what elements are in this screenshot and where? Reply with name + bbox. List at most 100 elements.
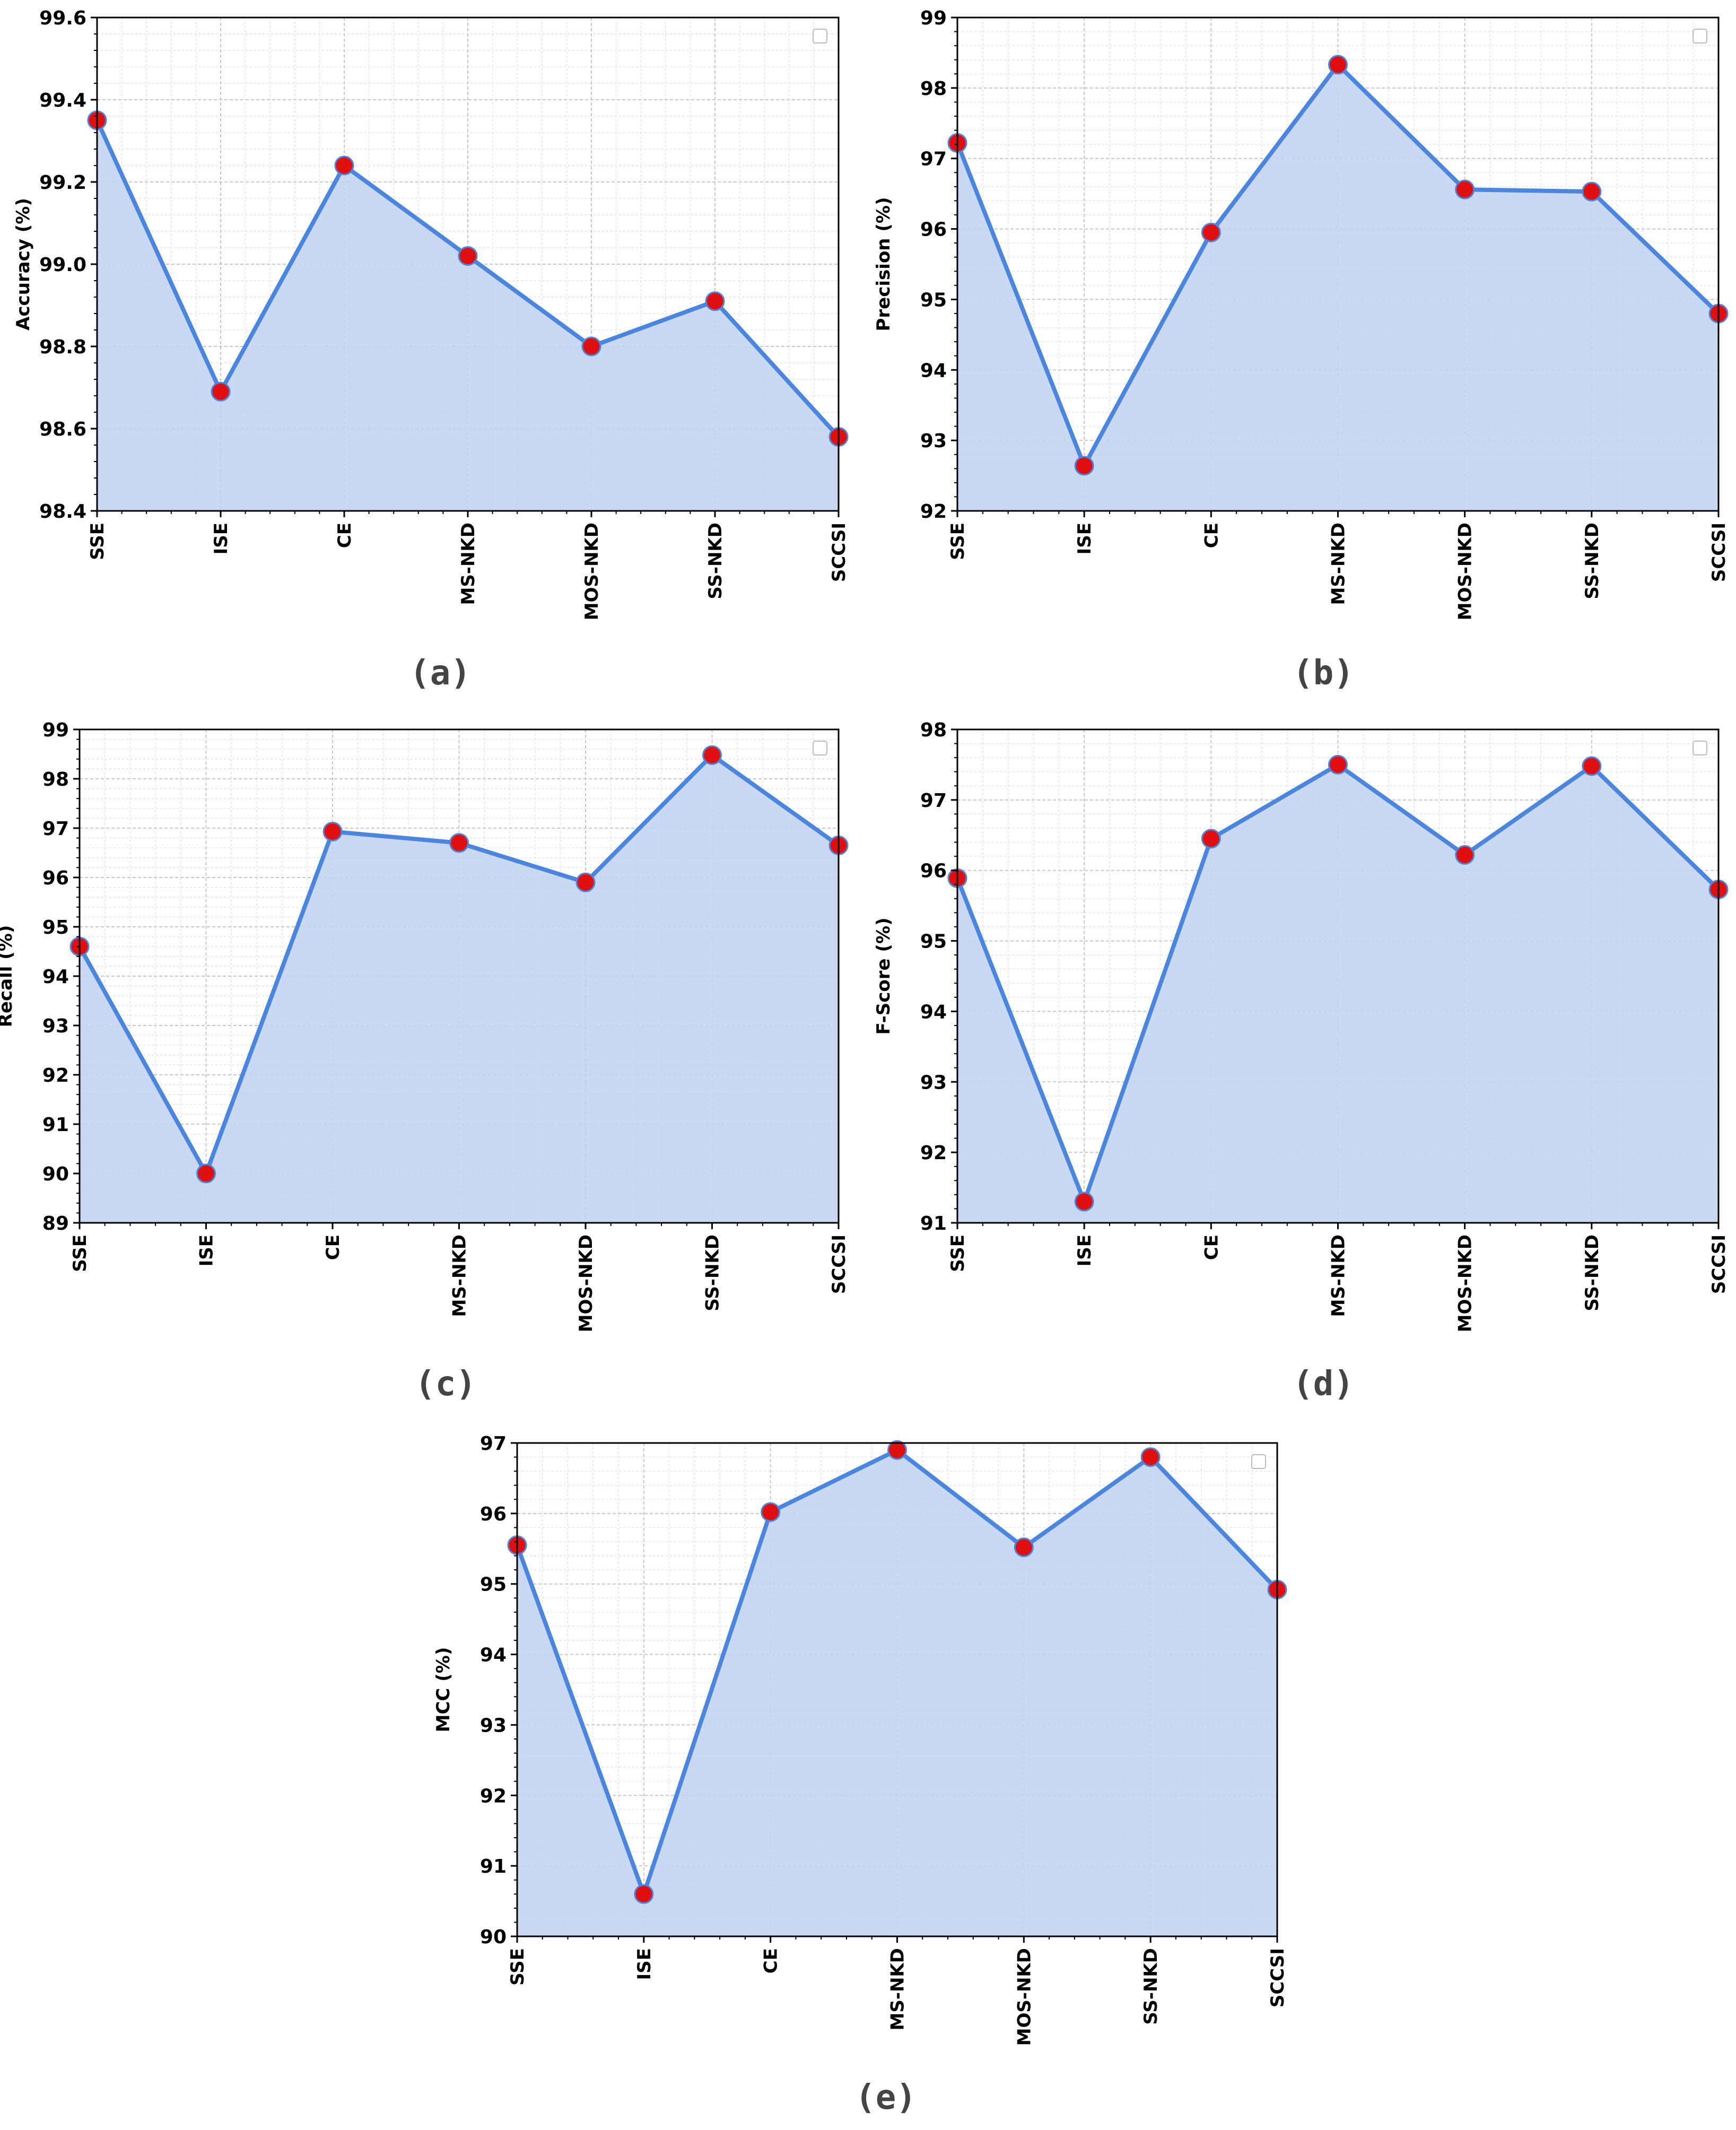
x-tick-label: CE — [761, 1948, 782, 1973]
x-tick-label: ISE — [211, 523, 232, 554]
data-point-mos-nkd — [581, 336, 601, 357]
x-tick-label: MS-NKD — [887, 1948, 909, 2030]
y-axis-title: F-Score (%) — [873, 917, 894, 1034]
x-tick-label: SCCSI — [1708, 1234, 1730, 1294]
data-point-ise — [211, 381, 231, 402]
y-axis-title: Recall (%) — [0, 925, 16, 1028]
x-tick-label: ISE — [1074, 1234, 1095, 1266]
area-fill — [80, 755, 839, 1223]
y-tick-label: 98.4 — [39, 501, 86, 523]
x-tick-label: SSE — [947, 523, 969, 560]
x-tick-label: CE — [1201, 1234, 1222, 1260]
y-tick-label: 98 — [920, 719, 947, 741]
x-tick-label: CE — [334, 523, 355, 548]
data-point-ise — [1074, 1192, 1094, 1212]
x-tick-label: MOS-NKD — [575, 1234, 597, 1332]
data-point-mos-nkd — [1455, 179, 1475, 199]
y-tick-label: 91 — [480, 1856, 507, 1877]
y-tick-label: 91 — [920, 1213, 947, 1234]
x-tick-label: MS-NKD — [1328, 523, 1349, 605]
panel-label: (e) — [855, 2078, 917, 2117]
y-tick-label: 93 — [480, 1715, 507, 1736]
y-tick-label: 98.6 — [39, 419, 86, 440]
x-tick-label: SSE — [69, 1234, 91, 1272]
chart-panel-a: 98.4 98.6 98.8 99.0 99.2 99.4 99.6 SSE ISE CE MS-N… — [13, 7, 850, 693]
y-axis-title: Precision (%) — [873, 197, 894, 332]
x-tick-label: SS-NKD — [1140, 1948, 1162, 2025]
y-tick-label: 94 — [920, 360, 947, 381]
data-point-ise — [196, 1163, 216, 1184]
y-tick-label: 90 — [42, 1163, 69, 1185]
legend-box — [1693, 29, 1707, 44]
data-point-ms-nkd — [449, 833, 469, 853]
data-point-ss-nkd — [1582, 756, 1602, 776]
chart-panel-c: 89 90 91 92 93 94 95 96 97 98 99 SSE ISE CE MS-NKD MOS-… — [0, 719, 850, 1404]
y-tick-label: 96 — [920, 860, 947, 882]
data-point-mos-nkd — [575, 872, 596, 892]
panel-label: (d) — [1293, 1364, 1354, 1404]
x-tick-label: CE — [1201, 523, 1222, 548]
y-tick-label: 95 — [480, 1574, 507, 1596]
chart-panel-e: 90 91 92 93 94 95 96 97 SSE ISE CE MS-NKD MOS-NKD SS-… — [433, 1433, 1288, 2117]
data-point-ms-nkd — [887, 1440, 907, 1460]
x-tick-label: ISE — [634, 1948, 655, 1980]
data-point-ss-nkd — [1140, 1447, 1161, 1467]
y-tick-label: 91 — [42, 1114, 69, 1136]
y-tick-label: 93 — [920, 1072, 947, 1093]
data-point-ms-nkd — [1328, 754, 1348, 775]
x-tick-label: MOS-NKD — [581, 523, 603, 620]
y-tick-label: 89 — [42, 1213, 69, 1234]
data-point-ss-nkd — [702, 745, 722, 765]
x-tick-label: MS-NKD — [449, 1234, 470, 1317]
y-tick-label: 95 — [920, 931, 947, 953]
panel-label: (c) — [415, 1364, 476, 1404]
data-point-ise — [1074, 456, 1094, 476]
data-point-ce — [334, 155, 354, 176]
data-point-ms-nkd — [458, 246, 478, 266]
y-tick-label: 92 — [920, 501, 947, 523]
y-tick-label: 96 — [480, 1503, 507, 1525]
x-tick-label: SSE — [507, 1948, 528, 1986]
y-tick-label: 99.4 — [39, 90, 86, 111]
y-tick-label: 97 — [480, 1433, 507, 1455]
x-tick-label: MS-NKD — [1328, 1234, 1349, 1317]
y-tick-label: 98 — [42, 769, 69, 790]
y-tick-label: 98 — [920, 78, 947, 100]
y-tick-label: 99.6 — [39, 7, 86, 29]
legend-box — [813, 29, 827, 44]
y-tick-label: 99.0 — [39, 254, 86, 276]
y-tick-label: 92 — [920, 1142, 947, 1164]
data-point-ce — [1201, 829, 1221, 849]
y-tick-label: 93 — [920, 430, 947, 452]
x-tick-label: SSE — [947, 1234, 969, 1272]
y-tick-label: 94 — [480, 1645, 507, 1666]
area-fill — [97, 120, 839, 511]
data-point-ce — [322, 822, 343, 842]
x-tick-label: MOS-NKD — [1455, 523, 1476, 620]
x-tick-label: SS-NKD — [1582, 523, 1603, 599]
y-tick-label: 94 — [42, 966, 69, 988]
x-tick-label: SCCSI — [1708, 523, 1730, 582]
area-fill — [957, 65, 1718, 511]
x-tick-label: ISE — [196, 1234, 217, 1266]
y-tick-label: 92 — [480, 1785, 507, 1807]
x-tick-label: SS-NKD — [1582, 1234, 1603, 1311]
x-tick-label: SCCSI — [1267, 1948, 1288, 2007]
panel-label: (b) — [1293, 654, 1354, 693]
data-point-mos-nkd — [1014, 1537, 1034, 1558]
data-point-ise — [634, 1884, 654, 1904]
x-tick-label: SS-NKD — [705, 523, 726, 599]
x-tick-label: SS-NKD — [702, 1234, 723, 1311]
data-point-ss-nkd — [1582, 181, 1602, 202]
y-tick-label: 94 — [920, 1001, 947, 1023]
x-tick-label: ISE — [1074, 523, 1095, 554]
y-tick-label: 97 — [42, 818, 69, 840]
area-fill — [517, 1450, 1277, 1936]
chart-panel-d: 91 92 93 94 95 96 97 98 SSE ISE CE MS-NKD MOS-NKD SS-… — [873, 719, 1730, 1404]
y-tick-label: 99 — [920, 7, 947, 29]
y-tick-label: 98.8 — [39, 336, 86, 358]
data-point-ms-nkd — [1328, 55, 1348, 75]
chart-panel-b: 92 93 94 95 96 97 98 99 SSE ISE CE MS-NKD MOS-NKD SS-… — [873, 7, 1730, 693]
data-point-ce — [761, 1502, 781, 1522]
